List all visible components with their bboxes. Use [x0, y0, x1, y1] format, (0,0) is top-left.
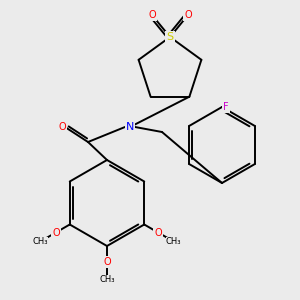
- Text: CH₃: CH₃: [99, 275, 115, 284]
- Text: O: O: [148, 10, 156, 20]
- Text: N: N: [126, 122, 134, 132]
- Text: O: O: [58, 122, 66, 132]
- Text: O: O: [154, 227, 162, 238]
- Text: S: S: [167, 32, 174, 42]
- Text: O: O: [184, 10, 192, 20]
- Text: O: O: [52, 227, 60, 238]
- Text: F: F: [223, 102, 229, 112]
- Text: CH₃: CH₃: [33, 237, 48, 246]
- Text: O: O: [103, 257, 111, 267]
- Text: CH₃: CH₃: [166, 237, 182, 246]
